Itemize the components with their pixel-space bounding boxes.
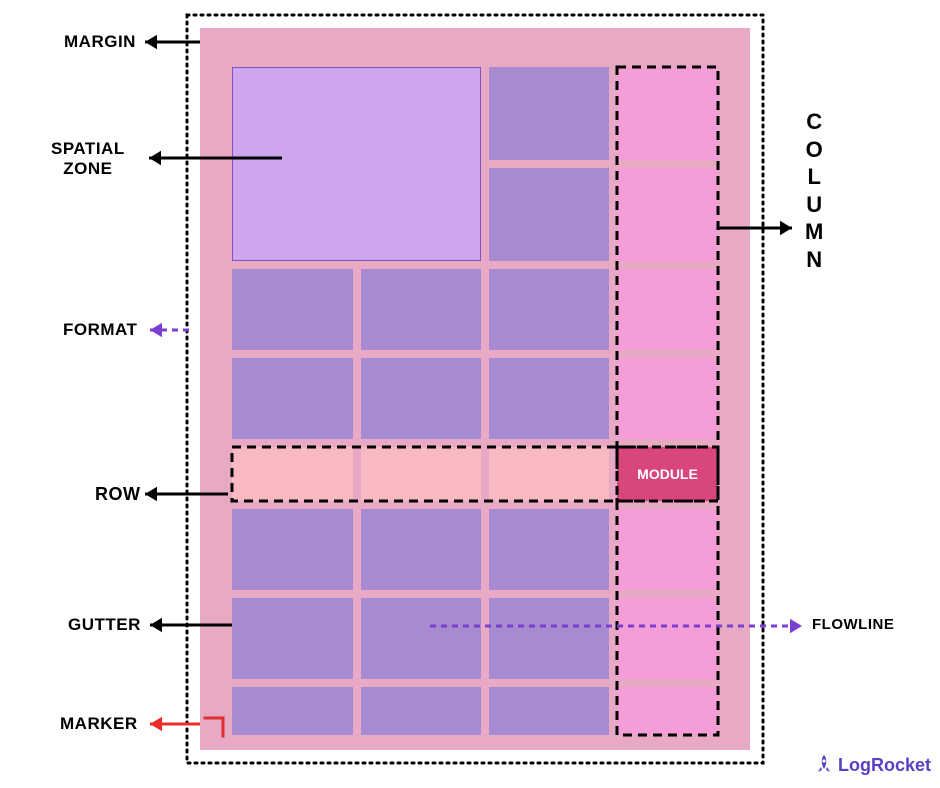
format-frame xyxy=(187,15,763,763)
logrocket-logo: LogRocket xyxy=(814,754,931,776)
overlay-svg xyxy=(0,0,940,788)
logrocket-text: LogRocket xyxy=(838,755,931,776)
label-margin: MARGIN xyxy=(64,32,136,52)
label-format: FORMAT xyxy=(63,320,137,340)
label-row: ROW xyxy=(95,484,141,505)
marker-glyph xyxy=(205,718,223,736)
label-flowline: FLOWLINE xyxy=(812,616,894,633)
row-dash-border xyxy=(232,447,718,501)
diagram-stage: MODULEMARGINSPATIAL ZONEFORMATROWGUTTERM… xyxy=(0,0,940,788)
label-spatial_zone: SPATIAL ZONE xyxy=(51,139,125,179)
label-column: COLUMN xyxy=(805,108,823,273)
rocket-icon xyxy=(814,754,834,776)
label-gutter: GUTTER xyxy=(68,615,141,635)
column-dash-border xyxy=(617,67,718,735)
label-marker: MARKER xyxy=(60,714,138,734)
module-dash-border xyxy=(617,447,718,501)
